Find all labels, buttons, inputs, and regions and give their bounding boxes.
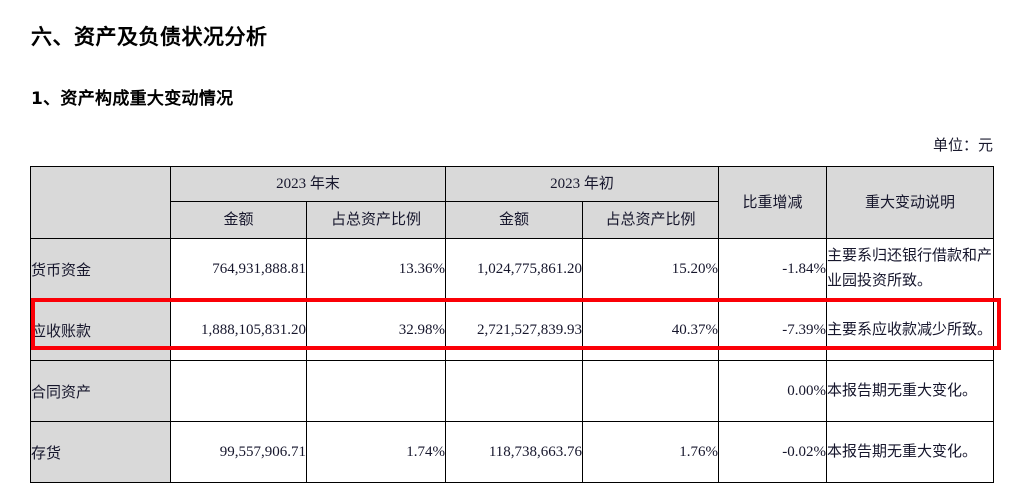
document-page: 六、资产及负债状况分析 1、资产构成重大变动情况 单位：元 2023 年末 20… bbox=[30, 25, 1001, 483]
cell-note-text: 本报告期无重大变化。 bbox=[827, 443, 978, 460]
table-row: 合同资产 0.00% 本报告期无重大变化。 bbox=[30, 360, 995, 422]
cell-amount-begin bbox=[445, 360, 584, 422]
cell-note-text: 主要系应收款减少所致。 bbox=[827, 321, 993, 338]
header-period-begin: 2023 年初 bbox=[445, 166, 720, 202]
header-amount-begin: 金额 bbox=[445, 201, 584, 239]
row-label: 货币资金 bbox=[30, 238, 171, 300]
cell-ratio-end: 13.36% bbox=[305, 238, 447, 300]
cell-note: 主要系归还银行借款和产业园投资所致。 bbox=[826, 238, 995, 300]
cell-note: 主要系应收款减少所致。 bbox=[826, 299, 995, 361]
cell-delta: -1.84% bbox=[718, 238, 828, 300]
assets-table-container: 2023 年末 2023 年初 比重增减 重大变动说明 金额 占总资产比例 金额… bbox=[30, 166, 995, 483]
cell-ratio-end bbox=[305, 360, 447, 422]
cell-delta: -7.39% bbox=[718, 299, 828, 361]
cell-amount-end: 764,931,888.81 bbox=[170, 238, 307, 300]
cell-ratio-begin: 40.37% bbox=[582, 299, 720, 361]
cell-ratio-end: 32.98% bbox=[305, 299, 447, 361]
header-note: 重大变动说明 bbox=[826, 166, 995, 239]
row-label: 合同资产 bbox=[30, 360, 171, 422]
header-ratio-end: 占总资产比例 bbox=[305, 201, 447, 239]
cell-ratio-begin: 1.76% bbox=[582, 421, 720, 483]
subsection-heading: 1、资产构成重大变动情况 bbox=[31, 89, 234, 109]
cell-amount-end: 1,888,105,831.20 bbox=[170, 299, 307, 361]
header-row-label bbox=[30, 166, 171, 239]
cell-amount-begin: 1,024,775,861.20 bbox=[445, 238, 584, 300]
header-period-end: 2023 年末 bbox=[169, 166, 447, 202]
cell-note: 本报告期无重大变化。 bbox=[826, 421, 995, 483]
cell-amount-end bbox=[170, 360, 307, 422]
table-row: 应收账款 1,888,105,831.20 32.98% 2,721,527,8… bbox=[30, 299, 995, 361]
table-row: 存货 99,557,906.71 1.74% 118,738,663.76 1.… bbox=[30, 421, 995, 483]
cell-delta: -0.02% bbox=[718, 421, 828, 483]
unit-note: 单位：元 bbox=[932, 138, 993, 154]
cell-amount-end: 99,557,906.71 bbox=[170, 421, 307, 483]
assets-composition-table: 2023 年末 2023 年初 比重增减 重大变动说明 金额 占总资产比例 金额… bbox=[30, 166, 995, 483]
row-label: 存货 bbox=[30, 421, 171, 483]
cell-ratio-end: 1.74% bbox=[305, 421, 447, 483]
cell-ratio-begin: 15.20% bbox=[582, 238, 720, 300]
header-amount-end: 金额 bbox=[170, 201, 307, 239]
section-heading: 六、资产及负债状况分析 bbox=[31, 25, 268, 49]
header-delta: 比重增减 bbox=[718, 166, 828, 239]
table-header-sub-row: 金额 占总资产比例 金额 占总资产比例 bbox=[31, 201, 994, 239]
cell-amount-begin: 2,721,527,839.93 bbox=[445, 299, 584, 361]
table-row: 货币资金 764,931,888.81 13.36% 1,024,775,861… bbox=[30, 238, 995, 300]
cell-note: 本报告期无重大变化。 bbox=[826, 360, 995, 422]
cell-note-text: 本报告期无重大变化。 bbox=[827, 382, 978, 399]
cell-ratio-begin bbox=[582, 360, 720, 422]
cell-amount-begin: 118,738,663.76 bbox=[445, 421, 584, 483]
cell-delta: 0.00% bbox=[718, 360, 828, 422]
cell-note-text: 主要系归还银行借款和产业园投资所致。 bbox=[827, 248, 993, 289]
header-ratio-begin: 占总资产比例 bbox=[582, 201, 720, 239]
row-label: 应收账款 bbox=[30, 299, 171, 361]
table-header-group-row: 2023 年末 2023 年初 比重增减 重大变动说明 bbox=[30, 166, 995, 239]
